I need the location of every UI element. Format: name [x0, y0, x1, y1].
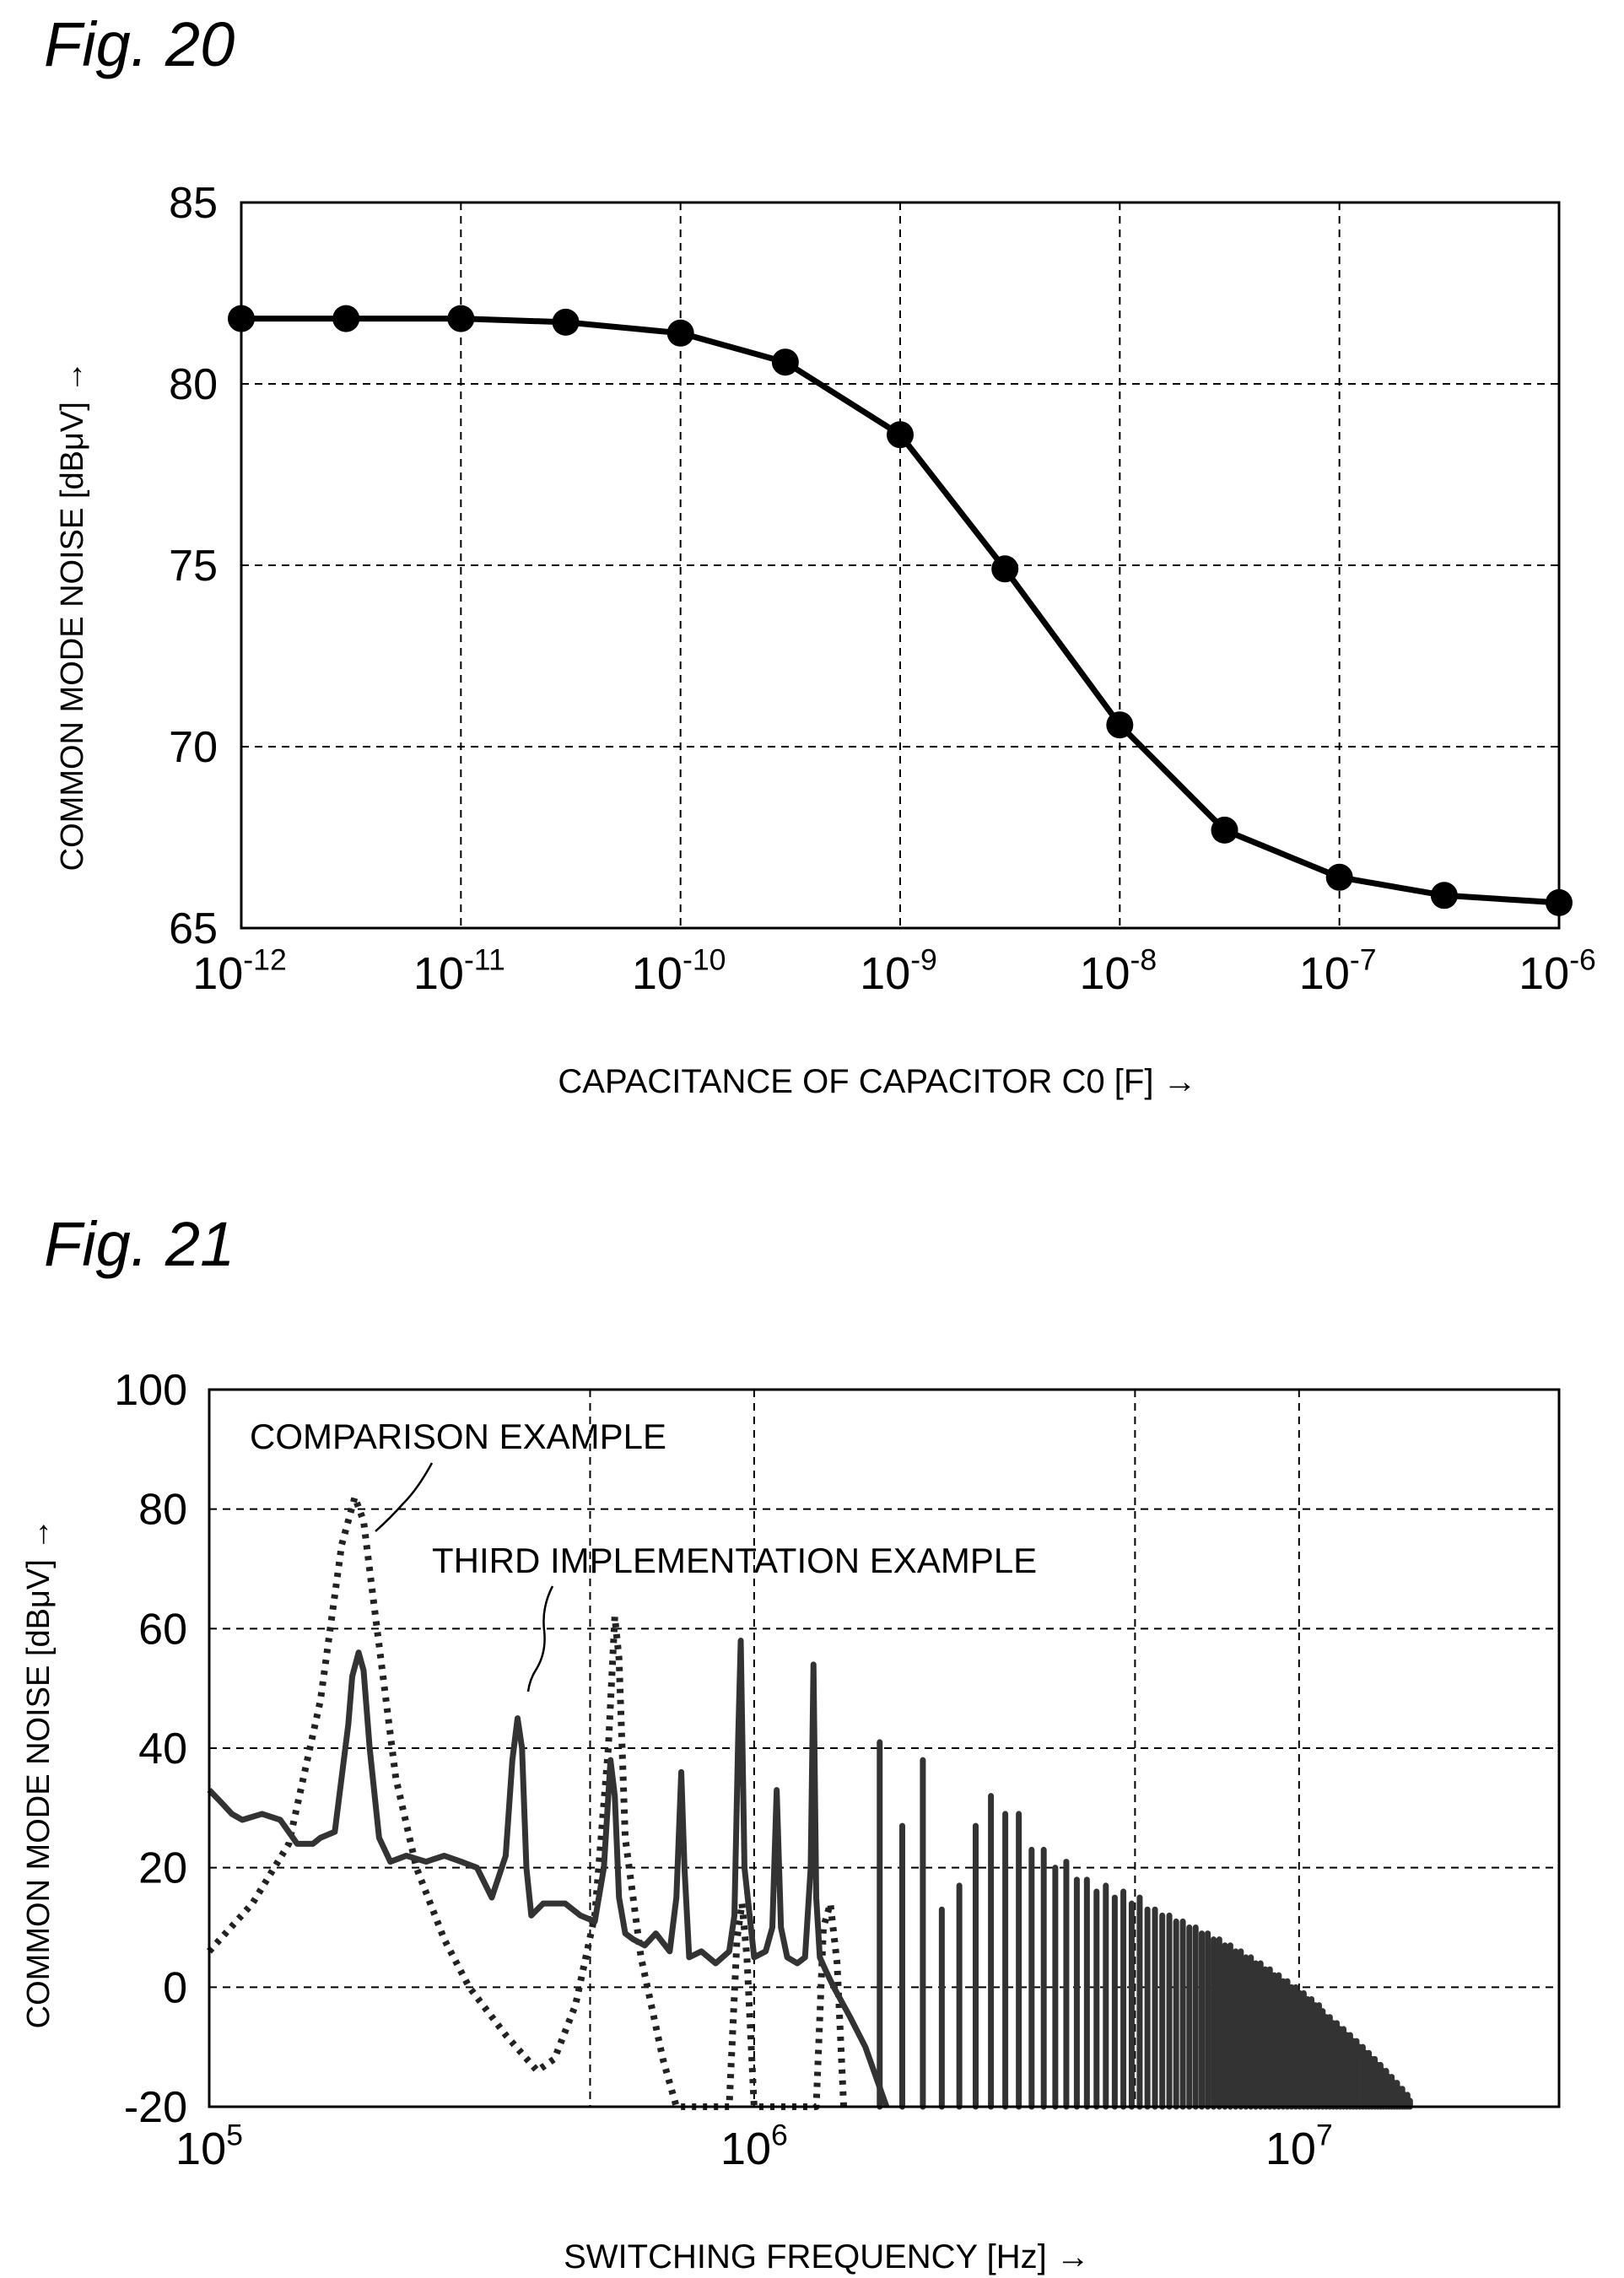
y-axis-label: COMMON MODE NOISE [dBμV] → — [21, 1519, 57, 2029]
y-axis-label: COMMON MODE NOISE [dBμV] → — [55, 361, 90, 872]
data-point — [771, 348, 799, 376]
y-tick-label: 75 — [169, 542, 218, 591]
data-point — [1430, 882, 1458, 910]
y-tick-label: 60 — [138, 1605, 187, 1654]
y-tick-label: 100 — [114, 1366, 187, 1415]
data-point — [552, 308, 580, 336]
series-third-implementation-example — [207, 1638, 890, 2108]
x-tick-label: 107 — [1265, 2118, 1333, 2174]
x-tick-label: 10-6 — [1519, 942, 1596, 999]
data-point — [1106, 711, 1134, 739]
y-tick-label: 20 — [138, 1844, 187, 1893]
annotation-third-implementation-example: THIRD IMPLEMENTATION EXAMPLE — [432, 1541, 1037, 1580]
y-tick-label: 80 — [169, 360, 218, 409]
data-point — [1325, 863, 1353, 891]
data-point — [447, 305, 475, 332]
y-tick-label: 85 — [169, 179, 218, 228]
x-axis-label: SWITCHING FREQUENCY [Hz] → — [564, 2238, 1090, 2275]
leader-line-third-implementation — [526, 1585, 554, 1692]
x-tick-label: 105 — [175, 2118, 243, 2174]
y-tick-label: 40 — [138, 1725, 187, 1773]
plot-frame — [208, 1388, 1561, 2108]
data-point — [666, 319, 694, 347]
leader-line-comparison — [375, 1462, 434, 1532]
x-tick-label: 10-12 — [192, 942, 287, 999]
figure-20-label: Fig. 20 — [44, 9, 235, 79]
data-point — [991, 555, 1019, 583]
y-tick-label: 0 — [163, 1963, 187, 2012]
x-tick-label: 10-8 — [1079, 942, 1157, 999]
series-comparison-example — [207, 1493, 850, 2110]
figure-21-label: Fig. 21 — [44, 1209, 235, 1279]
data-point — [1211, 816, 1238, 844]
x-tick-label: 10-11 — [413, 942, 505, 999]
annotation-comparison-example: COMPARISON EXAMPLE — [250, 1417, 666, 1456]
y-tick-label: 80 — [138, 1486, 187, 1535]
plot-frame — [240, 201, 1561, 930]
x-tick-label: 106 — [720, 2118, 788, 2174]
x-tick-label: 10-10 — [632, 942, 726, 999]
data-point — [228, 305, 255, 332]
y-tick-label: -20 — [124, 2083, 187, 2132]
x-tick-label: 10-9 — [860, 942, 937, 999]
y-tick-label: 65 — [169, 904, 218, 953]
data-point — [332, 305, 360, 332]
x-axis-label: CAPACITANCE OF CAPACITOR C0 [F] → — [558, 1063, 1196, 1100]
x-tick-label: 10-7 — [1299, 942, 1377, 999]
data-point — [1546, 888, 1573, 916]
data-point — [887, 421, 914, 449]
y-tick-label: 70 — [169, 723, 218, 772]
